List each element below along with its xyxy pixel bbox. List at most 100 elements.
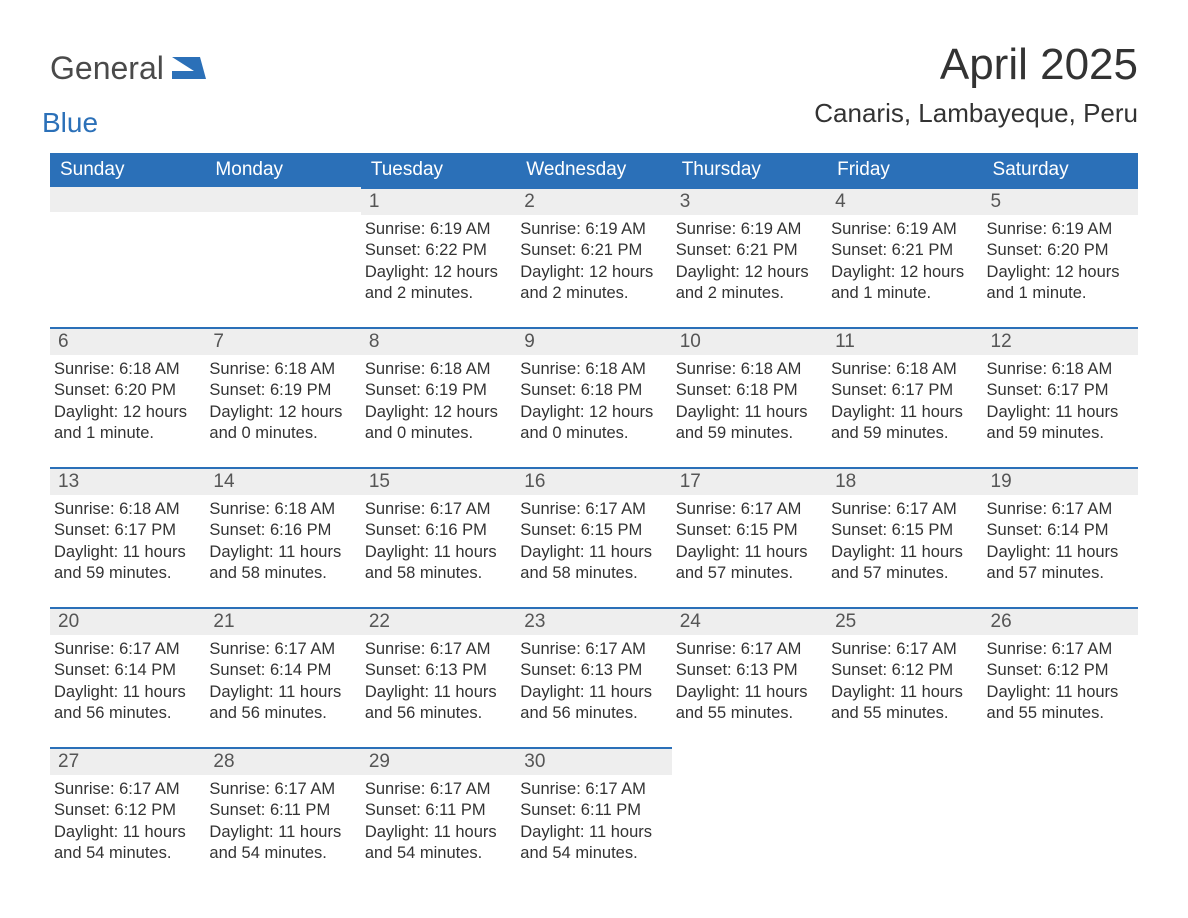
daylight-line: Daylight: 11 hours and 56 minutes. — [365, 683, 497, 722]
calendar-cell — [50, 187, 205, 327]
day-number: 19 — [983, 467, 1138, 495]
empty-day-header — [205, 187, 360, 212]
sunrise-line: Sunrise: 6:17 AM — [54, 640, 180, 658]
sunrise-line: Sunrise: 6:17 AM — [987, 640, 1113, 658]
daylight-line: Daylight: 11 hours and 59 minutes. — [54, 543, 186, 582]
calendar-cell — [827, 747, 982, 887]
calendar-cell: 29Sunrise: 6:17 AMSunset: 6:11 PMDayligh… — [361, 747, 516, 887]
header: General Blue April 2025 Canaris, Lambaye… — [50, 40, 1138, 139]
sunrise-line: Sunrise: 6:18 AM — [520, 360, 646, 378]
calendar-cell: 10Sunrise: 6:18 AMSunset: 6:18 PMDayligh… — [672, 327, 827, 467]
sunrise-line: Sunrise: 6:17 AM — [520, 780, 646, 798]
sunrise-line: Sunrise: 6:18 AM — [54, 500, 180, 518]
day-header: Tuesday — [361, 153, 516, 187]
sunrise-line: Sunrise: 6:17 AM — [676, 500, 802, 518]
calendar-cell: 7Sunrise: 6:18 AMSunset: 6:19 PMDaylight… — [205, 327, 360, 467]
sunrise-line: Sunrise: 6:17 AM — [365, 780, 491, 798]
daylight-line: Daylight: 11 hours and 58 minutes. — [365, 543, 497, 582]
day-details: Sunrise: 6:18 AMSunset: 6:20 PMDaylight:… — [50, 355, 205, 449]
calendar-cell: 19Sunrise: 6:17 AMSunset: 6:14 PMDayligh… — [983, 467, 1138, 607]
day-number: 5 — [983, 187, 1138, 215]
day-number: 24 — [672, 607, 827, 635]
sunrise-line: Sunrise: 6:19 AM — [831, 220, 957, 238]
sunrise-line: Sunrise: 6:17 AM — [520, 640, 646, 658]
calendar-table: SundayMondayTuesdayWednesdayThursdayFrid… — [50, 153, 1138, 887]
logo: General Blue — [50, 40, 206, 139]
day-header: Friday — [827, 153, 982, 187]
sunrise-line: Sunrise: 6:17 AM — [987, 500, 1113, 518]
daylight-line: Daylight: 12 hours and 2 minutes. — [365, 263, 498, 302]
empty-day-header — [50, 187, 205, 212]
day-number: 30 — [516, 747, 671, 775]
calendar-week: 27Sunrise: 6:17 AMSunset: 6:12 PMDayligh… — [50, 747, 1138, 887]
calendar-cell: 15Sunrise: 6:17 AMSunset: 6:16 PMDayligh… — [361, 467, 516, 607]
sunset-line: Sunset: 6:15 PM — [831, 521, 953, 539]
calendar-cell: 17Sunrise: 6:17 AMSunset: 6:15 PMDayligh… — [672, 467, 827, 607]
sunrise-line: Sunrise: 6:18 AM — [676, 360, 802, 378]
day-details: Sunrise: 6:18 AMSunset: 6:17 PMDaylight:… — [827, 355, 982, 449]
day-details: Sunrise: 6:17 AMSunset: 6:12 PMDaylight:… — [983, 635, 1138, 729]
calendar-week: 1Sunrise: 6:19 AMSunset: 6:22 PMDaylight… — [50, 187, 1138, 327]
sunrise-line: Sunrise: 6:17 AM — [365, 640, 491, 658]
day-number: 26 — [983, 607, 1138, 635]
sunset-line: Sunset: 6:17 PM — [987, 381, 1109, 399]
sunset-line: Sunset: 6:17 PM — [831, 381, 953, 399]
day-details: Sunrise: 6:18 AMSunset: 6:18 PMDaylight:… — [516, 355, 671, 449]
location: Canaris, Lambayeque, Peru — [814, 98, 1138, 129]
sunset-line: Sunset: 6:17 PM — [54, 521, 176, 539]
sunrise-line: Sunrise: 6:17 AM — [365, 500, 491, 518]
day-details: Sunrise: 6:18 AMSunset: 6:17 PMDaylight:… — [983, 355, 1138, 449]
calendar-cell — [983, 747, 1138, 887]
day-number: 22 — [361, 607, 516, 635]
sunset-line: Sunset: 6:19 PM — [365, 381, 487, 399]
day-number: 11 — [827, 327, 982, 355]
day-details: Sunrise: 6:17 AMSunset: 6:13 PMDaylight:… — [672, 635, 827, 729]
sunset-line: Sunset: 6:20 PM — [54, 381, 176, 399]
sunrise-line: Sunrise: 6:17 AM — [520, 500, 646, 518]
day-details: Sunrise: 6:17 AMSunset: 6:12 PMDaylight:… — [50, 775, 205, 869]
sunset-line: Sunset: 6:16 PM — [365, 521, 487, 539]
calendar-cell: 2Sunrise: 6:19 AMSunset: 6:21 PMDaylight… — [516, 187, 671, 327]
sunset-line: Sunset: 6:12 PM — [831, 661, 953, 679]
daylight-line: Daylight: 12 hours and 1 minute. — [831, 263, 964, 302]
sunrise-line: Sunrise: 6:18 AM — [365, 360, 491, 378]
daylight-line: Daylight: 11 hours and 54 minutes. — [209, 823, 341, 862]
daylight-line: Daylight: 11 hours and 55 minutes. — [676, 683, 808, 722]
daylight-line: Daylight: 11 hours and 59 minutes. — [987, 403, 1119, 442]
sunset-line: Sunset: 6:15 PM — [676, 521, 798, 539]
sunset-line: Sunset: 6:11 PM — [365, 801, 486, 819]
calendar-cell: 9Sunrise: 6:18 AMSunset: 6:18 PMDaylight… — [516, 327, 671, 467]
day-number: 1 — [361, 187, 516, 215]
day-number: 6 — [50, 327, 205, 355]
sunset-line: Sunset: 6:11 PM — [209, 801, 330, 819]
calendar-cell: 1Sunrise: 6:19 AMSunset: 6:22 PMDaylight… — [361, 187, 516, 327]
calendar-cell — [672, 747, 827, 887]
sunset-line: Sunset: 6:14 PM — [987, 521, 1109, 539]
sunset-line: Sunset: 6:16 PM — [209, 521, 331, 539]
sunset-line: Sunset: 6:12 PM — [54, 801, 176, 819]
day-details: Sunrise: 6:17 AMSunset: 6:12 PMDaylight:… — [827, 635, 982, 729]
calendar-cell: 22Sunrise: 6:17 AMSunset: 6:13 PMDayligh… — [361, 607, 516, 747]
day-details: Sunrise: 6:18 AMSunset: 6:19 PMDaylight:… — [361, 355, 516, 449]
page-title: April 2025 — [814, 40, 1138, 90]
logo-word1: General — [50, 50, 164, 86]
calendar-cell: 5Sunrise: 6:19 AMSunset: 6:20 PMDaylight… — [983, 187, 1138, 327]
sunset-line: Sunset: 6:14 PM — [209, 661, 331, 679]
sunset-line: Sunset: 6:21 PM — [831, 241, 953, 259]
sunrise-line: Sunrise: 6:18 AM — [54, 360, 180, 378]
daylight-line: Daylight: 11 hours and 56 minutes. — [54, 683, 186, 722]
day-details: Sunrise: 6:19 AMSunset: 6:20 PMDaylight:… — [983, 215, 1138, 309]
sunset-line: Sunset: 6:21 PM — [676, 241, 798, 259]
day-number: 12 — [983, 327, 1138, 355]
daylight-line: Daylight: 11 hours and 54 minutes. — [520, 823, 652, 862]
sunset-line: Sunset: 6:19 PM — [209, 381, 331, 399]
day-header: Sunday — [50, 153, 205, 187]
day-number: 16 — [516, 467, 671, 495]
sunset-line: Sunset: 6:12 PM — [987, 661, 1109, 679]
day-number: 3 — [672, 187, 827, 215]
day-number: 9 — [516, 327, 671, 355]
day-details: Sunrise: 6:17 AMSunset: 6:11 PMDaylight:… — [516, 775, 671, 869]
sunrise-line: Sunrise: 6:17 AM — [54, 780, 180, 798]
calendar-cell: 21Sunrise: 6:17 AMSunset: 6:14 PMDayligh… — [205, 607, 360, 747]
day-number: 8 — [361, 327, 516, 355]
